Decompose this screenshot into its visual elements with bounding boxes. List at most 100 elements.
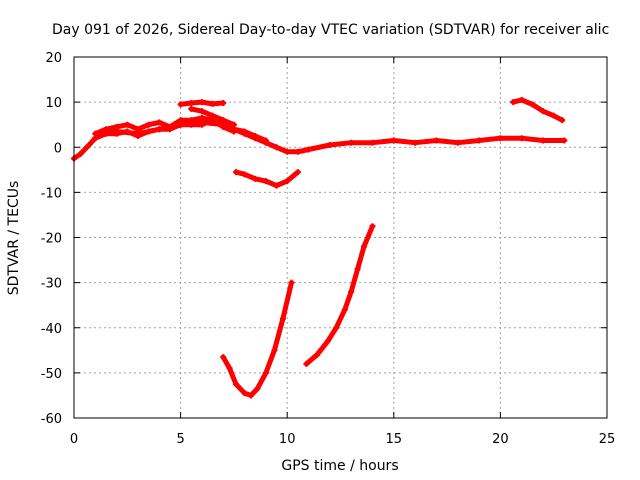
data-point <box>241 128 248 135</box>
y-tick-label: -30 <box>41 277 62 292</box>
data-point <box>92 135 99 142</box>
data-point <box>454 139 461 146</box>
y-tick-label: 20 <box>45 51 62 66</box>
data-point <box>294 148 301 155</box>
data-point <box>252 132 259 139</box>
data-point <box>233 381 240 388</box>
data-point <box>550 112 557 119</box>
data-point <box>273 182 280 189</box>
data-point <box>262 369 269 376</box>
data-point <box>341 306 348 313</box>
data-point <box>518 96 525 103</box>
x-tick-label: 5 <box>176 432 184 447</box>
data-point <box>529 101 536 108</box>
data-point <box>241 171 248 178</box>
data-point <box>476 137 483 144</box>
data-point <box>254 385 261 392</box>
data-point <box>271 347 278 354</box>
data-point <box>326 141 333 148</box>
data-point <box>354 266 361 273</box>
data-point <box>134 126 141 133</box>
data-point <box>145 121 152 128</box>
y-tick-labels: 20 10 0 -10 -20 -30 -40 -50 -60 <box>41 51 62 427</box>
data-point <box>497 135 504 142</box>
data-point <box>220 123 227 130</box>
data-point <box>561 137 568 144</box>
data-point <box>156 119 163 126</box>
y-tick-label: -20 <box>41 232 62 247</box>
grid <box>74 57 607 418</box>
series-late-arc <box>510 97 565 123</box>
data-point <box>360 243 367 250</box>
data-point <box>226 365 233 372</box>
data-point <box>198 121 205 128</box>
data-point <box>559 117 566 124</box>
data-point <box>177 101 184 108</box>
data-point <box>220 354 227 361</box>
data-point <box>540 137 547 144</box>
series-layer <box>71 96 568 399</box>
y-tick-label: 10 <box>45 96 62 111</box>
data-point <box>303 360 310 367</box>
y-tick-label: -10 <box>41 186 62 201</box>
data-point <box>134 132 141 139</box>
data-point <box>369 223 376 230</box>
data-point <box>188 105 195 112</box>
y-axis-label: SDTVAR / TECUs <box>6 181 22 296</box>
data-point <box>279 315 286 322</box>
data-point <box>166 126 173 133</box>
data-point <box>177 121 184 128</box>
x-tick-label: 0 <box>70 432 78 447</box>
ticks <box>73 56 608 419</box>
data-point <box>510 99 517 106</box>
data-point <box>324 338 331 345</box>
data-point <box>220 117 227 124</box>
data-point <box>230 121 237 128</box>
x-tick-labels: 0 5 10 15 20 25 <box>70 432 615 447</box>
data-point <box>230 128 237 135</box>
data-point <box>288 279 295 286</box>
data-point <box>348 139 355 146</box>
data-point <box>305 146 312 153</box>
data-point <box>348 288 355 295</box>
data-point <box>262 178 269 185</box>
x-tick-label: 10 <box>279 432 296 447</box>
data-point <box>188 100 195 107</box>
chart-title: Day 091 of 2026, Sidereal Day-to-day VTE… <box>52 22 609 38</box>
data-point <box>518 135 525 142</box>
y-tick-label: -40 <box>41 322 62 337</box>
data-point <box>284 178 291 185</box>
data-point <box>233 169 240 176</box>
data-point <box>102 130 109 137</box>
data-point <box>113 130 120 137</box>
data-point <box>124 121 131 128</box>
data-point <box>83 144 90 151</box>
data-point <box>198 114 205 121</box>
data-point <box>198 99 205 106</box>
y-tick-label: -60 <box>41 412 62 427</box>
x-axis-label: GPS time / hours <box>281 458 398 474</box>
data-point <box>314 351 321 358</box>
data-point <box>113 123 120 130</box>
data-point <box>209 100 216 107</box>
data-point <box>124 128 131 135</box>
data-point <box>156 126 163 133</box>
data-point <box>273 144 280 151</box>
data-point <box>241 390 248 397</box>
data-point <box>540 108 547 115</box>
data-point <box>220 100 227 107</box>
data-point <box>284 148 291 155</box>
x-tick-label: 15 <box>386 432 403 447</box>
y-tick-label: -50 <box>41 367 62 382</box>
x-tick-label: 25 <box>599 432 616 447</box>
data-point <box>247 392 254 399</box>
data-point <box>252 175 259 182</box>
data-point <box>412 139 419 146</box>
x-tick-label: 20 <box>492 432 509 447</box>
data-point <box>77 151 84 158</box>
data-point <box>390 137 397 144</box>
data-point <box>209 112 216 119</box>
data-point <box>294 169 301 176</box>
data-point <box>188 121 195 128</box>
